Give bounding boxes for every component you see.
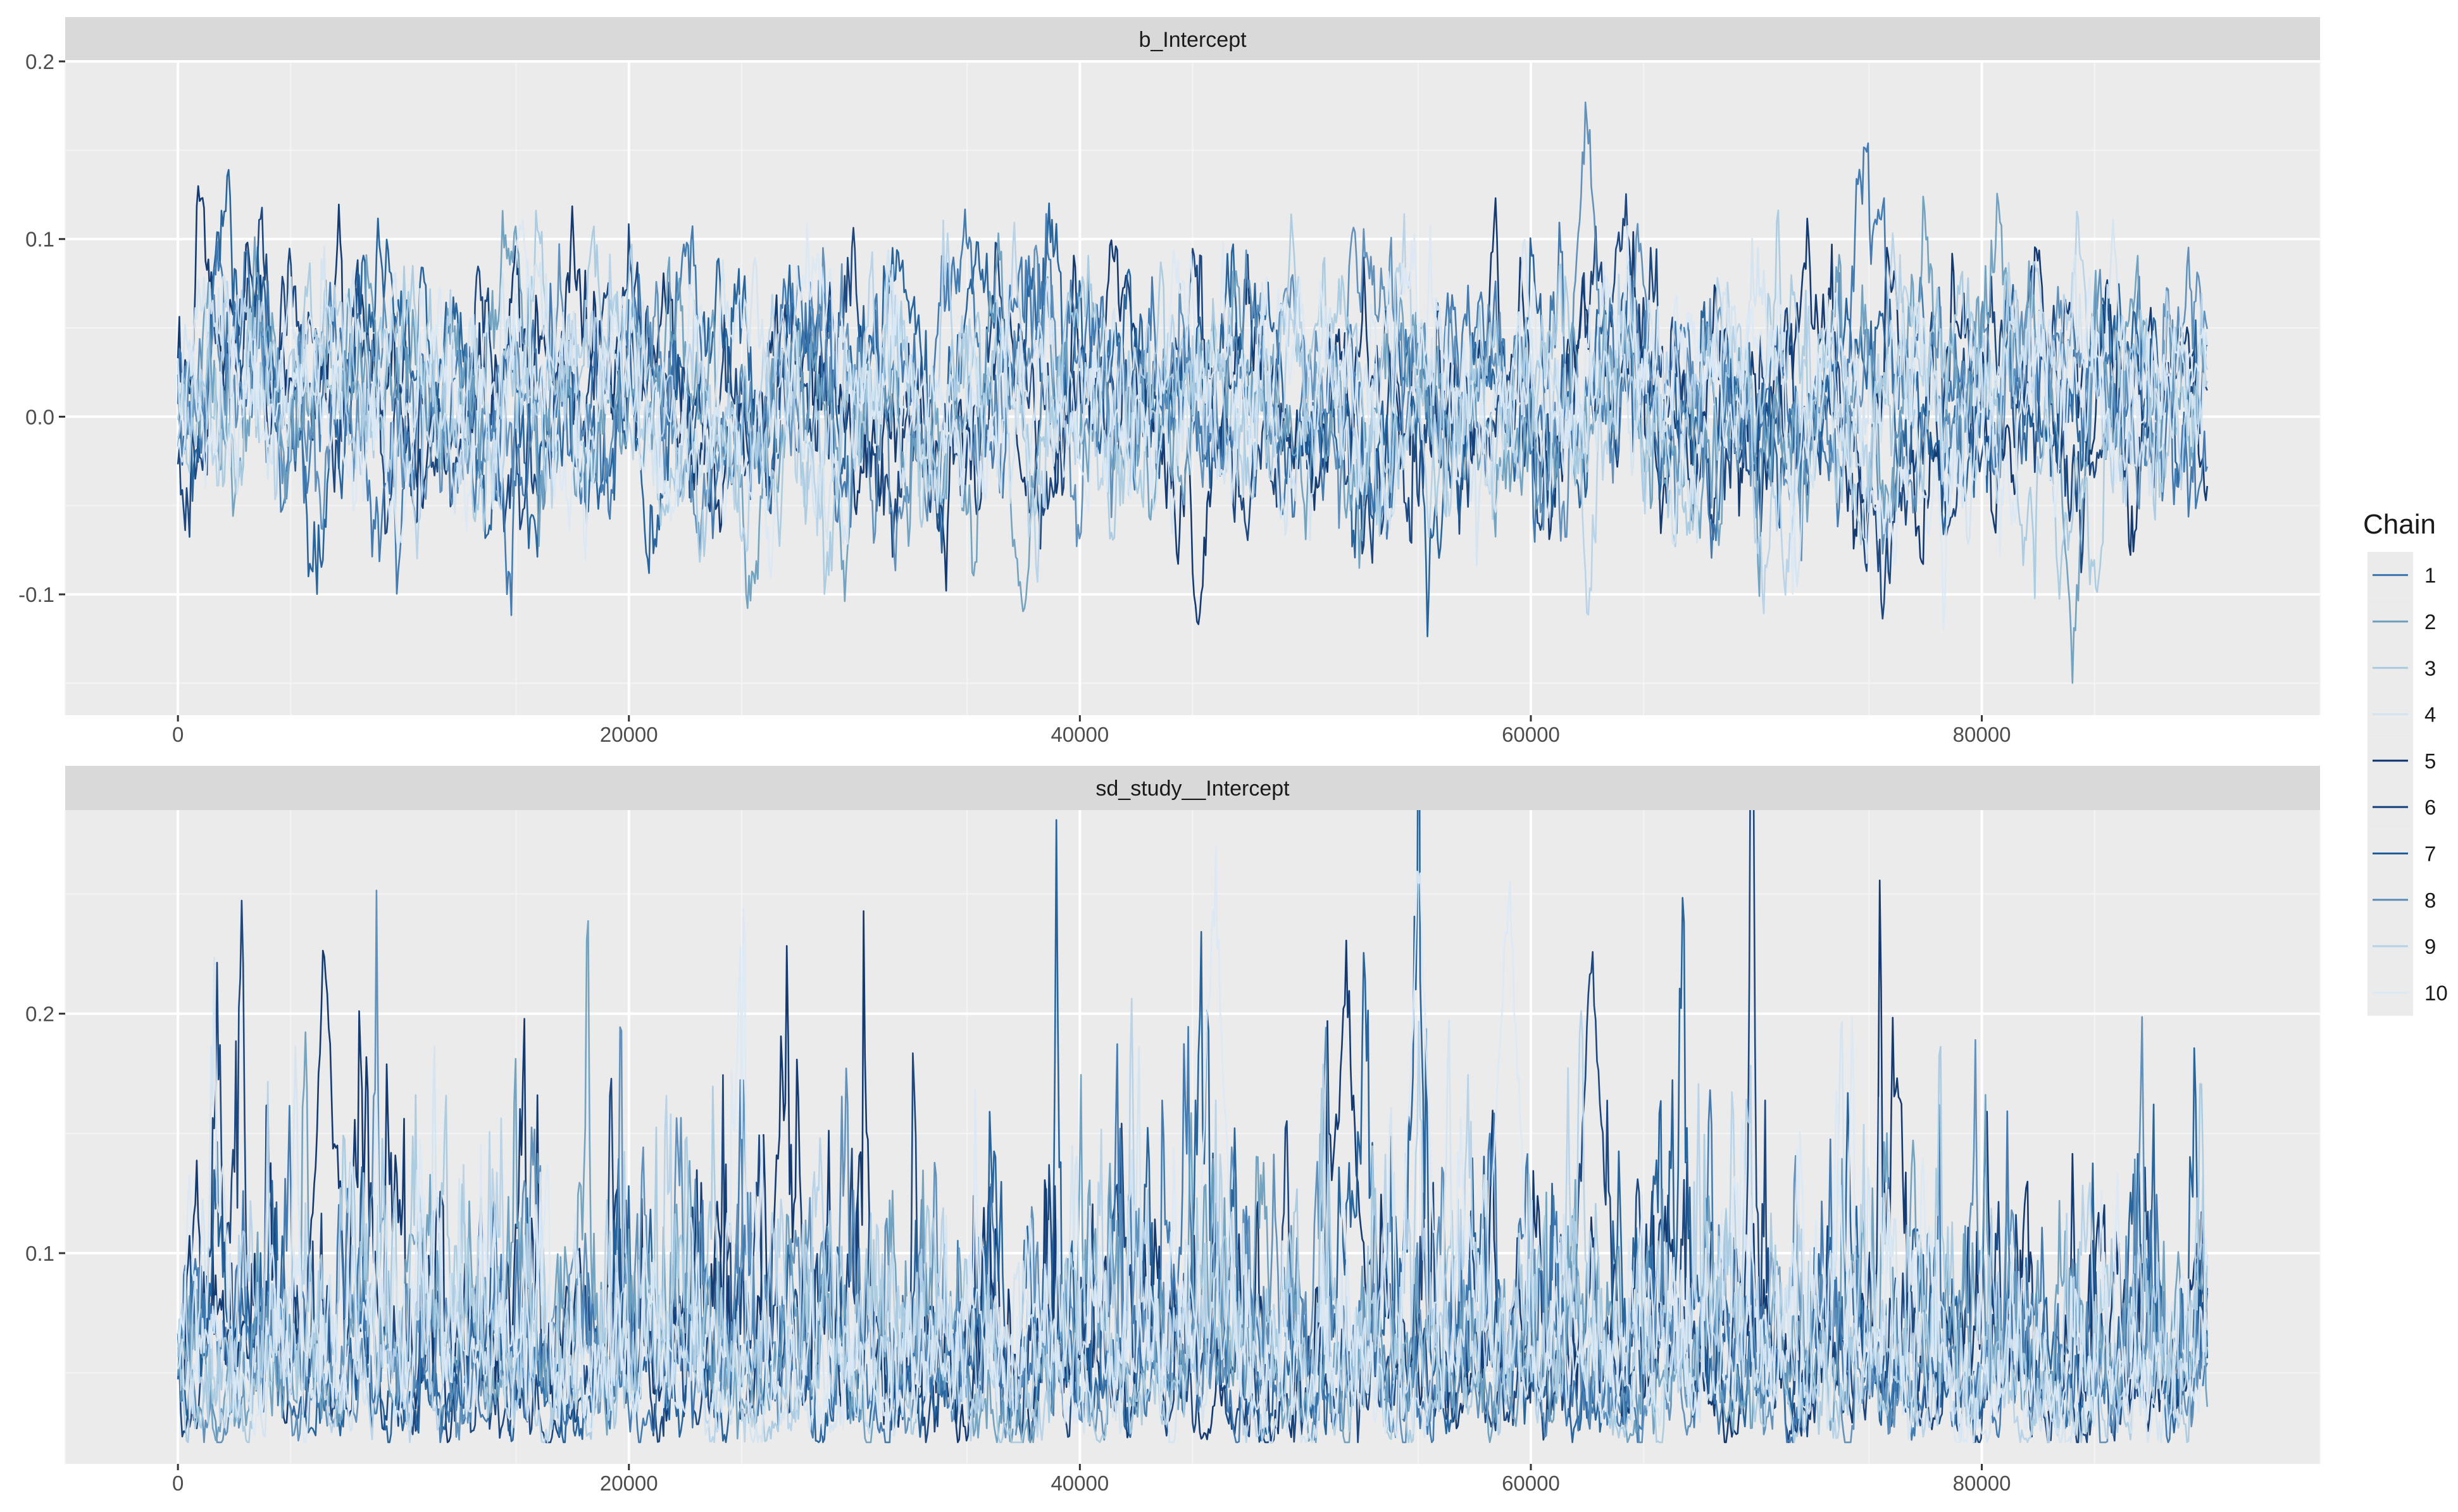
- x-tick-label: 80000: [1953, 723, 2011, 746]
- legend-label: 4: [2424, 703, 2436, 727]
- y-tick-label: 0.1: [25, 228, 54, 251]
- facet-strip: [65, 17, 2320, 61]
- legend-label: 5: [2424, 749, 2436, 773]
- legend-item-chain-7: 7: [2368, 830, 2436, 877]
- legend-label: 8: [2424, 889, 2436, 912]
- x-tick-label: 20000: [600, 723, 658, 746]
- y-tick-label: 0.2: [25, 1003, 54, 1026]
- legend-item-chain-1: 1: [2368, 552, 2436, 599]
- legend-label: 3: [2424, 656, 2436, 680]
- legend-title: Chain: [2363, 509, 2436, 540]
- trace-lines: [177, 101, 2209, 684]
- y-tick-label: 0.1: [25, 1242, 54, 1265]
- x-tick-label: 60000: [1502, 723, 1560, 746]
- x-tick-label: 40000: [1051, 1471, 1109, 1495]
- legend-label: 6: [2424, 796, 2436, 819]
- trace-lines: [177, 810, 2209, 1444]
- trace-line-chain-3: [177, 209, 2209, 600]
- x-tick-label: 60000: [1502, 1471, 1560, 1495]
- legend-label: 9: [2424, 935, 2436, 958]
- panels-layer: b_Intercept 0 20000 40000 60000 80000 -0.1 0.0 0…: [18, 17, 2321, 1495]
- legend-item-chain-2: 2: [2368, 598, 2436, 645]
- legend-item-chain-8: 8: [2368, 877, 2436, 923]
- trace-line-chain-4: [177, 218, 2209, 587]
- legend-label: 1: [2424, 564, 2436, 587]
- x-tick-label: 0: [172, 723, 184, 746]
- legend-label: 10: [2424, 981, 2448, 1004]
- legend-item-chain-9: 9: [2368, 923, 2436, 970]
- legend-item-chain-4: 4: [2368, 690, 2436, 738]
- trace-line-chain-10: [177, 218, 2208, 630]
- chain-legend: Chain 1 2 3 4 5 6 7 8 9 10: [2363, 509, 2448, 1016]
- legend-label: 2: [2424, 610, 2436, 634]
- facet-strip-label: b_Intercept: [1139, 28, 1247, 52]
- legend-item-chain-3: 3: [2368, 644, 2436, 691]
- legend-item-chain-5: 5: [2368, 737, 2436, 784]
- y-tick-label: 0.2: [25, 50, 54, 73]
- trace-line-chain-4: [177, 956, 2209, 1444]
- x-tick-label: 20000: [600, 1471, 658, 1495]
- legend-label: 7: [2424, 842, 2436, 865]
- x-tick-label: 40000: [1051, 723, 1109, 746]
- trace-line-chain-9: [177, 210, 2209, 616]
- panel-b-intercept: b_Intercept 0 20000 40000 60000 80000 -0.1 0.0 0…: [18, 17, 2321, 746]
- trace-line-chain-10: [177, 846, 2209, 1444]
- x-tick-label: 0: [172, 1471, 184, 1495]
- x-tick-label: 80000: [1953, 1471, 2011, 1495]
- y-tick-label: 0.0: [25, 405, 54, 428]
- facet-strip-label: sd_study__Intercept: [1095, 777, 1290, 801]
- facet-strip: [65, 766, 2320, 810]
- legend-item-chain-10: 10: [2368, 969, 2448, 1016]
- legend-item-chain-6: 6: [2368, 784, 2436, 830]
- panel-sd-study-intercept: sd_study__Intercept 0 20000 40000 60000 80000…: [25, 766, 2321, 1495]
- y-tick-label: -0.1: [18, 583, 54, 606]
